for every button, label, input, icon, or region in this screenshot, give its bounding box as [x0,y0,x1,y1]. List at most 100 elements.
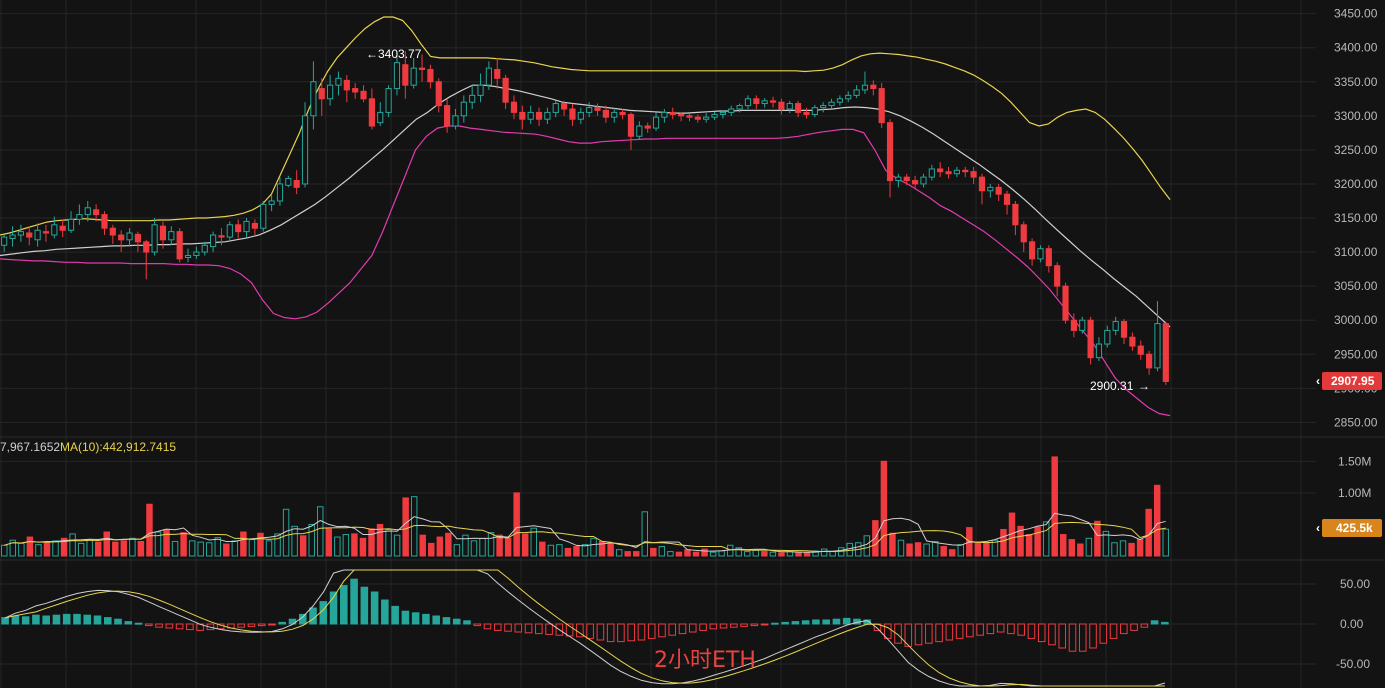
current-volume-value: 425.5k [1336,521,1373,535]
candle-body [26,232,33,238]
macd-bar [257,623,266,627]
volume-bar [1,544,8,557]
volume-bar [778,552,785,557]
macd-bar [678,623,687,635]
candle-body [176,231,183,260]
band-line-boll-up [0,16,1171,236]
volume-bar [590,537,597,557]
candle-body [1020,224,1027,243]
volume-bar [325,528,333,557]
candle-body [17,231,24,236]
volume-bars [1,456,1169,557]
volume-bar [146,503,153,557]
volume-bar [1034,526,1041,557]
candle-body [168,231,175,241]
volume-bar [120,540,128,557]
volume-bar [223,543,230,557]
candle-body [962,169,969,173]
candle-body [795,103,802,113]
candle-body [184,254,192,259]
macd-bar [175,623,184,630]
candle-body [895,176,902,182]
candle-body [886,122,894,182]
price-tick-label: 3200.00 [1334,177,1378,191]
candle-body [945,171,952,175]
volume-tick-label: 1.50M [1338,454,1371,468]
macd-bar [719,623,728,629]
candle-body [561,103,568,110]
macd-bar [596,623,605,641]
candle-body [42,231,50,234]
volume-bar [803,552,811,557]
macd-bar [730,623,738,628]
candle-body [477,84,484,96]
volume-bar [556,544,563,557]
volume-bar [564,547,572,557]
volume-bar [889,532,896,557]
volume-bar [1094,520,1101,557]
volume-bar [615,549,623,557]
current-price-tag [1322,372,1382,390]
price-tick-label: 3400.00 [1334,41,1378,55]
candle-body [1029,241,1036,260]
volume-bar [419,534,426,557]
volume-bar [214,537,222,557]
candle-body [686,115,693,118]
price-candles [1,51,1169,385]
macd-bar [124,621,133,625]
candle-body [577,111,584,120]
volume-bar [1162,528,1169,557]
candle-body [769,100,777,103]
volume-bar [1102,530,1110,557]
band-line-boll-dn [0,125,1171,417]
volume-bar [248,539,256,557]
volume-bar [521,533,529,557]
candle-body [301,115,309,185]
macd-bar [155,623,163,628]
candle-body [494,68,501,79]
macd-dea-line [4,569,1165,687]
volume-bar [308,523,315,557]
candle-body [444,105,451,127]
candle-body [719,111,726,115]
volume-bar [880,460,888,557]
volume-bar [188,540,196,557]
candle-body [402,64,409,86]
volume-bar [69,533,76,557]
volume-bar [462,534,469,557]
price-tick-label: 2950.00 [1334,347,1378,361]
macd-bar [309,607,317,625]
candle-body [210,234,217,248]
candle-body [51,224,58,236]
macd-bar [1007,623,1015,635]
volume-bar [906,543,913,557]
volume-bar [667,551,674,557]
volume-bar [837,547,845,557]
candle-body [937,168,944,173]
macd-bar [391,605,399,625]
volume-bar [675,551,683,557]
candle-body [744,98,752,107]
macd-bar [791,621,800,625]
macd-bar [1068,623,1077,652]
candle-body [728,108,735,113]
volume-bar [769,551,777,557]
volume-bar [291,525,298,557]
volume-bar [1145,508,1152,557]
candle-body [1037,248,1044,260]
candle-body [293,180,300,188]
candle-body [143,241,150,253]
volume-bar [1153,484,1161,557]
volume-bar [701,548,708,557]
volume-bar [342,534,350,557]
candle-body [268,200,275,205]
candle-body [101,214,108,229]
macd-bar [545,623,553,635]
candle-body [1120,321,1128,338]
macd-bar [986,623,995,635]
macd-bar [52,614,61,625]
macd-bar [463,620,471,625]
macd-bar [637,623,646,641]
candle-body [828,101,835,107]
